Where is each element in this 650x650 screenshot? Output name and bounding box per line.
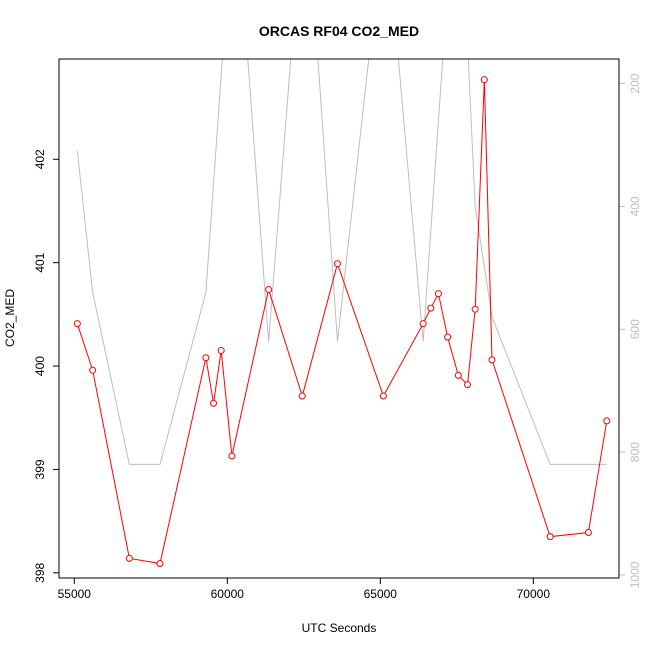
data-point [434,290,442,298]
x-tick-label: 55000 [58,587,92,601]
y2-tick-label: 200 [628,73,642,93]
data-point [217,347,225,355]
y2-tick-label: 800 [628,442,642,462]
y2-tick-label: 1000 [628,561,642,588]
data-point [156,560,164,568]
y-tick-label: 398 [33,562,47,582]
y-tick-label: 400 [33,356,47,376]
axes-layer: 55000 60000 65000 70000 398 399 400 401 402 200 40… [33,73,642,601]
data-point [464,381,472,389]
y-tick-label: 401 [33,252,47,272]
chart-title: ORCAS RF04 CO2_MED [259,23,419,39]
data-point [265,286,273,294]
data-point [125,554,133,562]
series-layer [73,59,611,568]
data-point [298,392,306,400]
x-tick-label: 70000 [517,587,551,601]
series-line-right-axis [76,59,607,465]
data-point [228,452,236,460]
data-point [471,305,479,313]
data-point [73,320,81,328]
plot-frame [58,58,620,579]
y2-tick-label: 400 [628,196,642,216]
series-line-co2-med [76,79,608,565]
data-point [488,356,496,364]
x-tick-label: 60000 [211,587,245,601]
y-tick-label: 402 [33,149,47,169]
data-point [379,392,387,400]
y-axis-label: CO2_MED [3,289,17,347]
data-point [584,529,592,537]
y2-tick-label: 600 [628,319,642,339]
data-point [603,417,611,425]
x-axis-label: UTC Seconds [302,621,377,635]
y-tick-label: 399 [33,459,47,479]
data-point [89,366,97,374]
data-point [210,399,218,407]
data-point [444,333,452,341]
data-point [419,320,427,328]
x-tick-label: 65000 [364,587,398,601]
data-point [454,371,462,379]
data-point [480,76,488,84]
data-point [546,533,554,541]
data-point [427,304,435,312]
data-point [333,260,341,268]
data-point [202,354,210,362]
